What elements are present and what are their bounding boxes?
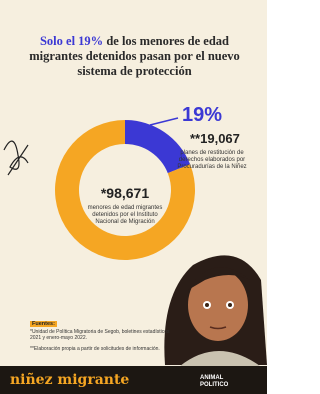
total-text: menores de edad migrantes detenidos por … — [82, 205, 168, 226]
title: Solo el 19% de los menores de edad migra… — [22, 34, 247, 79]
leader-line — [150, 118, 178, 125]
decoration — [4, 141, 28, 175]
brand: niñez migrante — [10, 372, 129, 388]
sources-label: Fuentes: — [30, 321, 57, 327]
subset-text: planes de restitución de derechos elabor… — [168, 150, 256, 171]
logo: ANIMAL POLITICO — [200, 375, 250, 389]
data-label: 19% — [182, 104, 222, 127]
subset-number: **19,067 — [190, 131, 240, 146]
infographic: Solo el 19% de los menores de edad migra… — [0, 0, 267, 394]
source: **Elaboración propia a partir de solicit… — [30, 346, 210, 352]
total-number: *98,671 — [78, 185, 172, 201]
title-highlight: Solo el 19% — [40, 34, 103, 48]
source: *Unidad de Política Migratoria de Segob,… — [30, 329, 180, 341]
